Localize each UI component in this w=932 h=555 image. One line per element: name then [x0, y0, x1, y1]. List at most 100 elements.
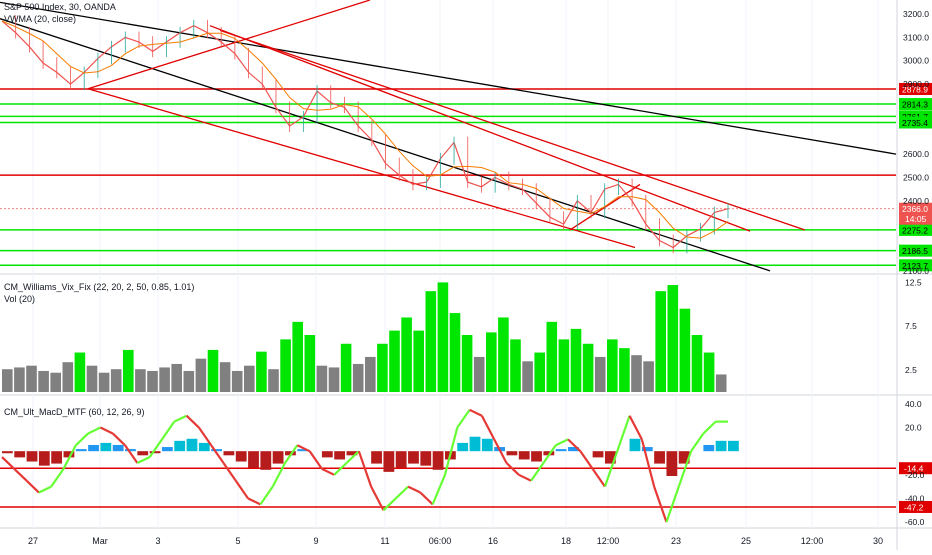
- vix-bar: [437, 282, 449, 392]
- macd-line-segment: [25, 479, 40, 494]
- vix-bar: [546, 321, 558, 392]
- macd-line-segment: [518, 473, 532, 482]
- vix-bar: [377, 343, 388, 392]
- macd-histogram-bar: [149, 451, 161, 454]
- time-tick-label: 27: [28, 536, 38, 546]
- macd-histogram-bar: [481, 438, 493, 452]
- level-label: 2814.3: [902, 100, 928, 110]
- vix-bar: [123, 349, 134, 392]
- macd-histogram-bar: [543, 451, 555, 456]
- vix-bar: [256, 351, 267, 392]
- macd-histogram-bar: [383, 451, 395, 472]
- vix-bar: [401, 317, 412, 392]
- vix-bar: [643, 361, 654, 392]
- time-tick-label: 06:00: [429, 536, 452, 546]
- vix-bar: [328, 367, 340, 392]
- trendline-red-upper-channel: [219, 29, 806, 231]
- macd-histogram-bar: [174, 440, 186, 452]
- vix-bar: [26, 365, 37, 392]
- macd-line-segment: [653, 486, 668, 523]
- vix-bar: [655, 291, 666, 392]
- macd-histogram-bar: [531, 451, 542, 462]
- level-label-box: [899, 116, 932, 129]
- macd-line-segment: [469, 408, 483, 417]
- macd-level-label: -47.2: [904, 502, 924, 512]
- macd-histogram-bar: [51, 451, 63, 464]
- vix-bar: [461, 335, 473, 392]
- macd-histogram-bar: [592, 451, 604, 458]
- macd-line-segment: [616, 415, 631, 452]
- macd-histogram-bar: [469, 436, 481, 452]
- macd-histogram-bar: [223, 451, 235, 456]
- vix-bar: [171, 363, 182, 392]
- level-label: 2275.2: [902, 225, 928, 235]
- vix-bar: [38, 370, 49, 392]
- macd-histogram-bar: [321, 451, 333, 458]
- price-series: [1, 15, 729, 254]
- macd-line-segment: [407, 485, 421, 494]
- macd-histogram-bar: [703, 444, 715, 452]
- macd-legend: CM_Ult_MacD_MTF (60, 12, 26, 9): [4, 407, 145, 417]
- vwma-line: [1, 20, 729, 239]
- vix-bar: [607, 339, 618, 392]
- level-label-box: [899, 223, 932, 236]
- macd-line-segment: [99, 426, 114, 435]
- vix-tick-label: 2.5: [905, 365, 917, 375]
- macd-line-segment: [345, 450, 360, 464]
- macd-tick-label: -20.0: [905, 470, 925, 480]
- vix-bar: [449, 313, 461, 392]
- time-tick-label: 5: [235, 536, 240, 546]
- macd-line-segment: [234, 480, 250, 500]
- macd-line-segment: [628, 415, 643, 440]
- vix-bar: [2, 369, 13, 392]
- macd-histogram-bar: [137, 451, 149, 456]
- last-price-label: 2366.0: [902, 204, 928, 214]
- macd-line-segment: [357, 450, 373, 487]
- price-line: [1, 20, 729, 249]
- macd-histogram: [0, 408, 896, 523]
- macd-line-segment: [542, 444, 557, 464]
- vix-bar: [159, 367, 170, 392]
- macd-line-segment: [136, 456, 151, 464]
- vix-bar: [679, 308, 691, 392]
- macd-line-segment: [493, 438, 508, 464]
- macd-line-segment: [38, 485, 52, 494]
- macd-line-segment: [259, 486, 274, 505]
- macd-line-segment: [505, 462, 520, 476]
- macd-histogram-bar: [100, 442, 112, 452]
- vix-bar: [510, 339, 521, 392]
- macd-line-segment: [530, 462, 545, 482]
- vix-bar: [570, 328, 582, 392]
- macd-histogram-bar: [125, 449, 136, 452]
- macd-histogram-bar: [75, 449, 87, 452]
- macd-histogram-bar: [506, 451, 518, 456]
- macd-line-segment: [677, 450, 693, 487]
- macd-histogram-bar: [198, 442, 210, 452]
- macd-histogram-bar: [432, 451, 444, 470]
- macd-line-segment: [148, 438, 163, 458]
- vix-bar: [207, 349, 219, 392]
- macd-line-segment: [271, 462, 286, 488]
- macd-line-segment: [431, 474, 446, 505]
- support-resistance-levels: [0, 88, 896, 267]
- vix-bar: [522, 361, 533, 392]
- macd-line-segment: [308, 450, 323, 470]
- time-tick-label: 18: [561, 536, 571, 546]
- macd-line-segment: [161, 421, 176, 440]
- macd-line-segment: [370, 486, 385, 511]
- price-tick-label: 2600.0: [903, 149, 929, 159]
- macd-histogram-bar: [654, 451, 665, 464]
- price-tick-label: 2500.0: [903, 172, 929, 182]
- macd-line-segment: [591, 468, 606, 488]
- macd-line-segment: [480, 415, 496, 440]
- vix-bar: [14, 367, 25, 392]
- macd-histogram-bar: [2, 451, 13, 454]
- vix-bar: [292, 321, 303, 392]
- volume-legend: Vol (20): [4, 294, 36, 304]
- macd-line-segment: [419, 491, 434, 506]
- macd-histogram-bar: [395, 451, 407, 468]
- macd-histogram-bar: [211, 449, 222, 452]
- macd-line-segment: [13, 468, 28, 482]
